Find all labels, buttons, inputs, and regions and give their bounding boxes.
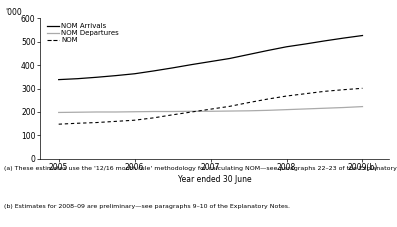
NOM [132, 119, 137, 122]
NOM [170, 114, 175, 116]
NOM Arrivals [132, 72, 137, 75]
NOM [303, 92, 308, 95]
NOM Departures [151, 110, 156, 113]
NOM Departures [170, 110, 175, 113]
NOM Arrivals [322, 39, 327, 42]
NOM Departures [208, 110, 213, 113]
NOM Departures [341, 106, 346, 109]
NOM Arrivals [284, 45, 289, 48]
NOM [360, 87, 365, 90]
NOM Arrivals [265, 49, 270, 52]
Text: (a) These estimates use the '12/16 month rule' methodology for calculating NOM—s: (a) These estimates use the '12/16 month… [4, 166, 397, 171]
Text: (b) Estimates for 2008–09 are preliminary—see paragraphs 9–10 of the Explanatory: (b) Estimates for 2008–09 are preliminar… [4, 204, 290, 209]
NOM Departures [284, 108, 289, 111]
NOM [284, 95, 289, 97]
NOM [94, 121, 99, 124]
NOM Arrivals [94, 76, 99, 79]
NOM Arrivals [113, 74, 118, 77]
NOM [189, 111, 194, 113]
NOM Departures [227, 110, 232, 112]
NOM Departures [113, 111, 118, 113]
NOM Arrivals [56, 78, 61, 81]
NOM [322, 90, 327, 93]
NOM Arrivals [75, 77, 80, 80]
NOM Departures [75, 111, 80, 114]
NOM [151, 116, 156, 119]
NOM Arrivals [227, 57, 232, 60]
NOM [75, 122, 80, 125]
NOM [246, 101, 251, 104]
NOM Departures [56, 111, 61, 114]
Line: NOM: NOM [59, 88, 362, 124]
NOM Arrivals [246, 53, 251, 56]
NOM Departures [303, 108, 308, 110]
NOM Arrivals [151, 69, 156, 72]
NOM Arrivals [208, 60, 213, 63]
NOM Arrivals [170, 67, 175, 69]
NOM Departures [322, 107, 327, 110]
NOM [265, 98, 270, 100]
NOM Departures [265, 109, 270, 112]
NOM [113, 120, 118, 123]
Text: '000: '000 [5, 8, 21, 17]
NOM Arrivals [303, 43, 308, 45]
NOM [56, 123, 61, 126]
X-axis label: Year ended 30 June: Year ended 30 June [177, 175, 251, 184]
NOM Departures [246, 109, 251, 112]
NOM Departures [189, 110, 194, 113]
Legend: NOM Arrivals, NOM Departures, NOM: NOM Arrivals, NOM Departures, NOM [47, 23, 119, 43]
NOM [208, 108, 213, 111]
Line: NOM Departures: NOM Departures [59, 107, 362, 112]
NOM Departures [360, 105, 365, 108]
NOM Departures [132, 110, 137, 113]
NOM Arrivals [189, 63, 194, 66]
NOM Arrivals [341, 37, 346, 39]
NOM [227, 105, 232, 108]
NOM Departures [94, 111, 99, 113]
NOM [341, 88, 346, 91]
NOM Arrivals [360, 34, 365, 37]
Line: NOM Arrivals: NOM Arrivals [59, 35, 362, 80]
